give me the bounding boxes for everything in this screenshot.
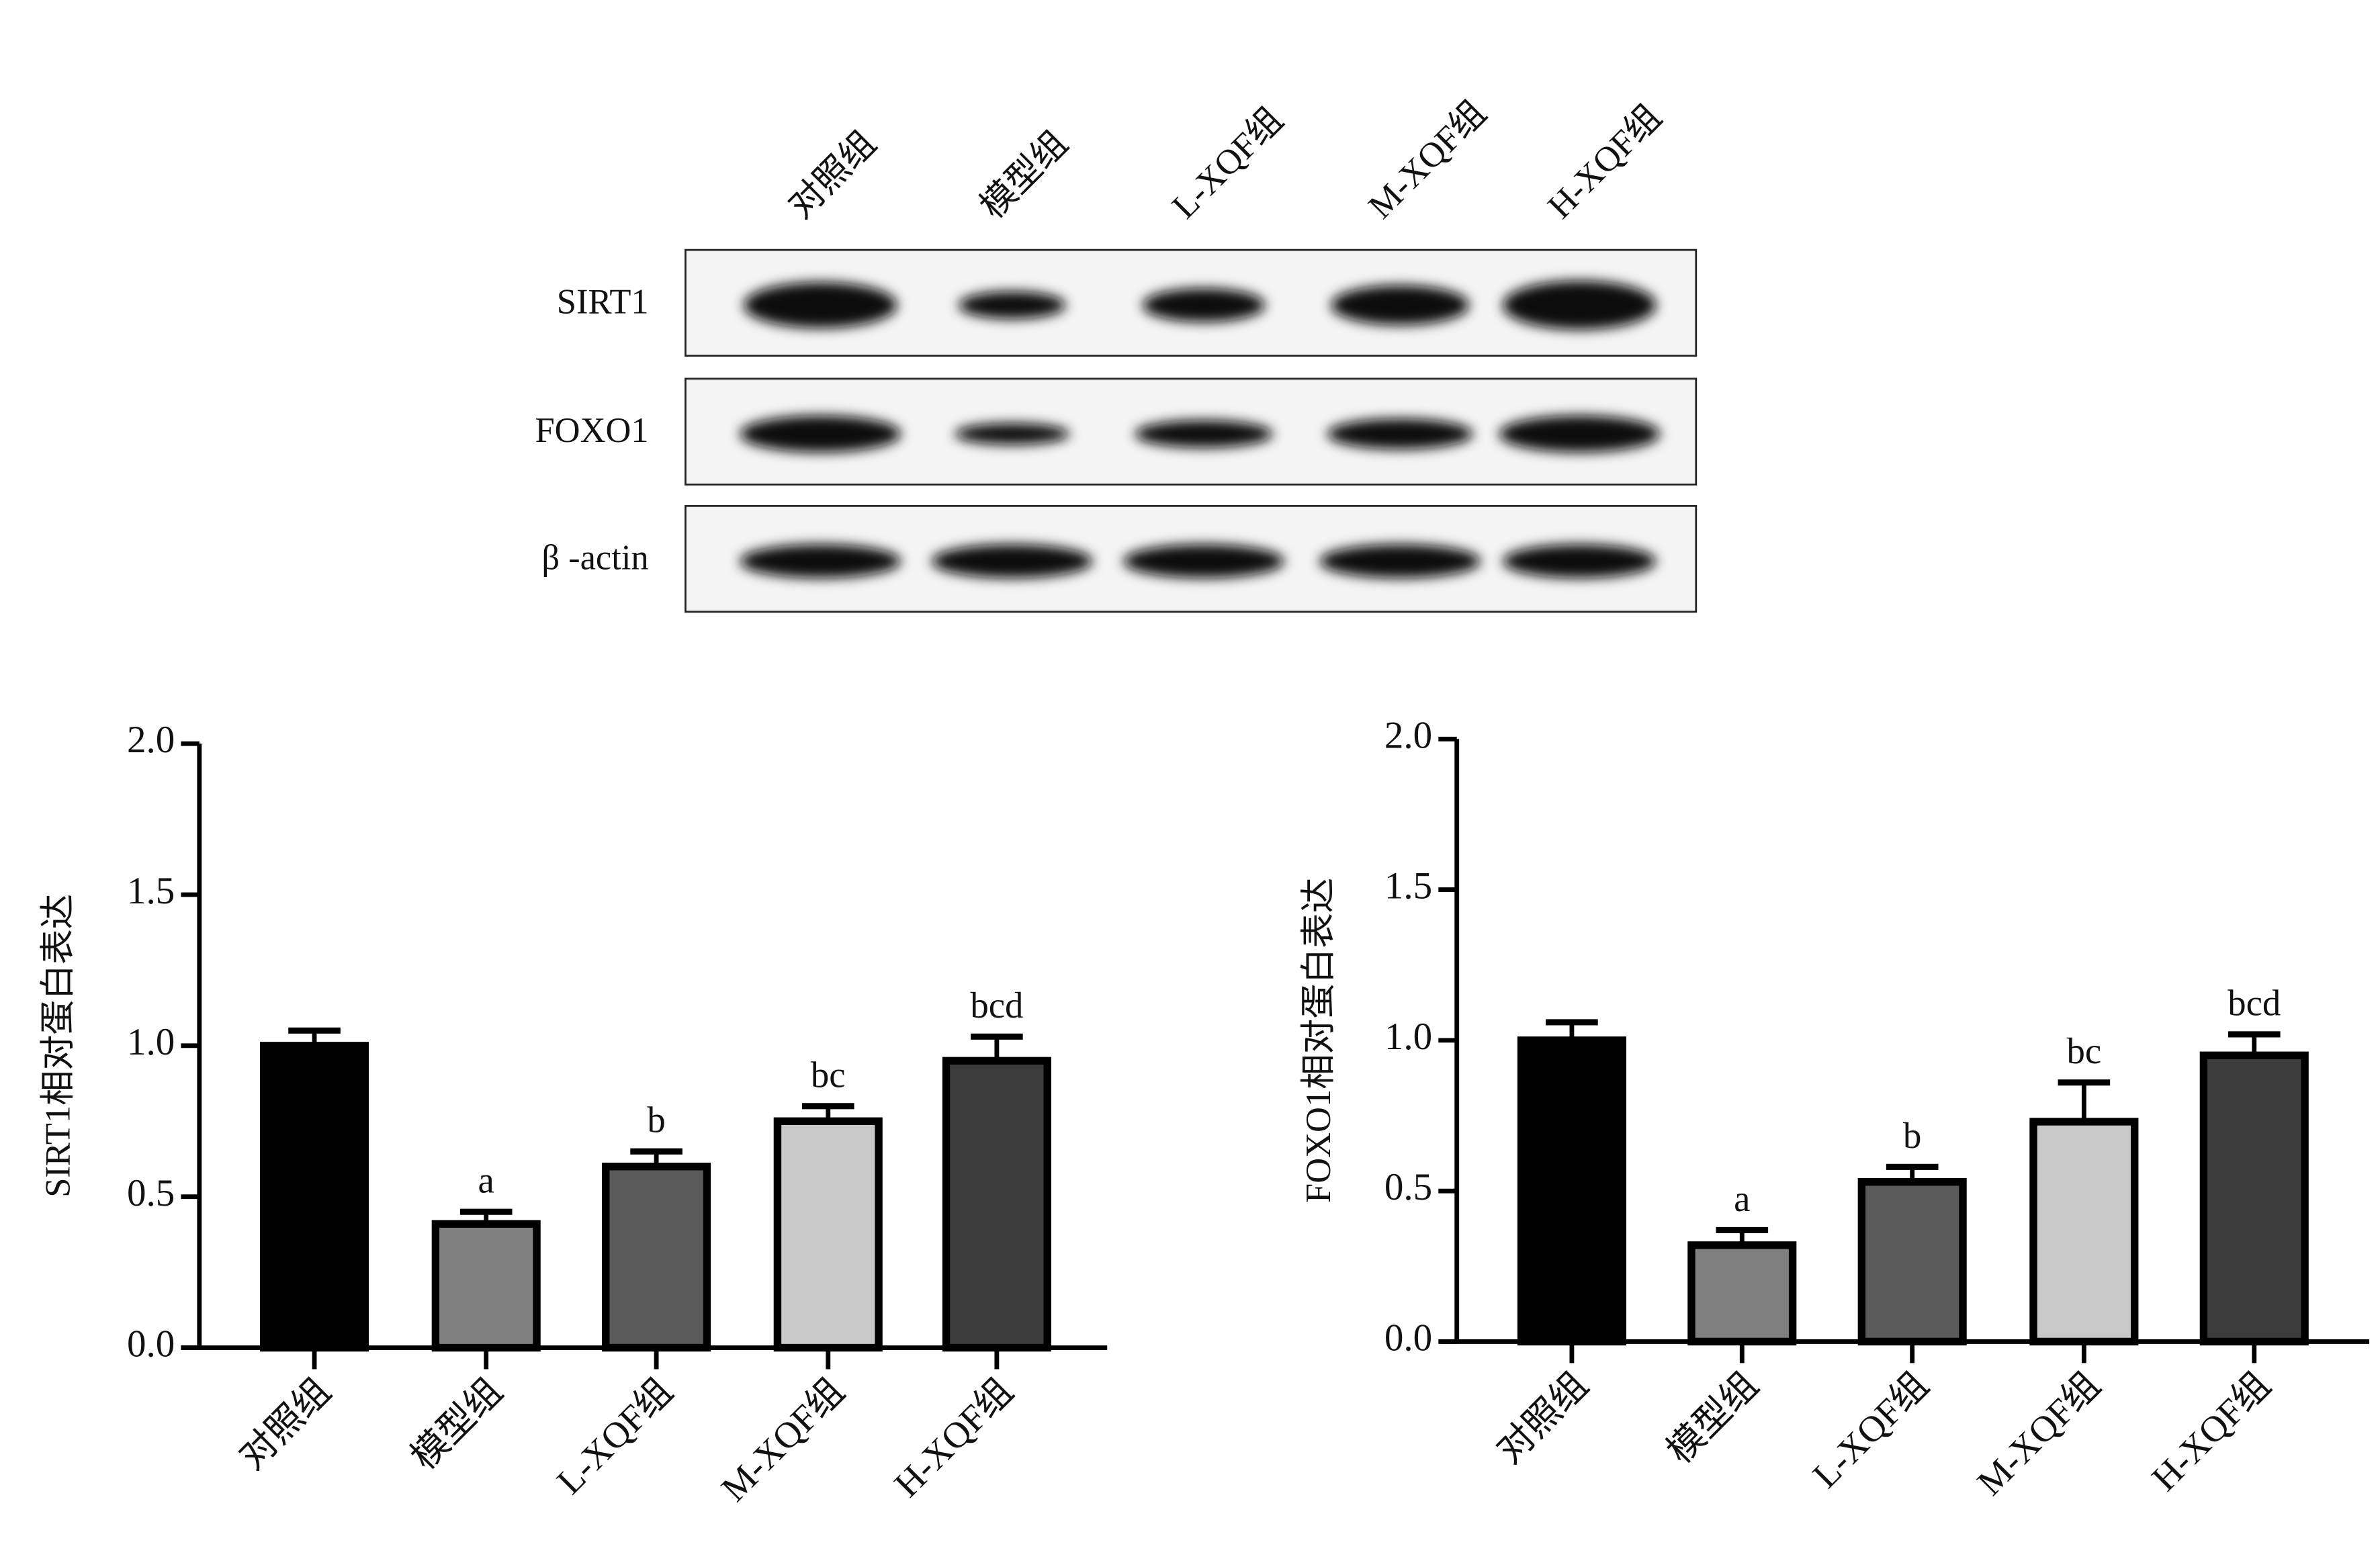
y-tick-label: 1.5 [127,870,175,912]
bar [942,1057,1051,1352]
y-tick-label: 0.0 [1384,1317,1432,1359]
blot-row-label: β -actin [541,539,648,578]
bar [259,1042,369,1352]
blot-band [1135,420,1273,448]
bar [431,1220,541,1352]
y-axis-label: SIRT1相对蛋白表达 [38,894,77,1198]
y-axis-label: FOXO1相对蛋白表达 [1299,878,1338,1203]
annotation: bcd [2228,982,2281,1023]
y-tick-label: 0.5 [127,1172,175,1214]
blot-row-label: FOXO1 [535,411,648,450]
bar [2199,1051,2309,1346]
annotation: b [1903,1115,1921,1156]
blot-band [1331,285,1469,325]
bar [1517,1036,1626,1346]
blot-band [931,544,1093,578]
bar [1687,1241,1797,1346]
blot-band [740,415,901,453]
y-tick-label: 0.0 [127,1323,175,1365]
y-tick-label: 1.0 [1384,1016,1432,1058]
blot-band [744,282,897,328]
y-tick-label: 1.5 [1384,865,1432,907]
annotation: a [478,1160,494,1201]
y-tick-label: 1.0 [127,1021,175,1063]
annotation: bc [2067,1030,2102,1071]
blot-band [955,423,1070,445]
bar [602,1163,711,1352]
y-tick-label: 2.0 [1384,714,1432,756]
blot-row-label: SIRT1 [557,282,649,321]
blot-band [1503,280,1657,330]
blot-band [1319,544,1481,578]
bar [2029,1118,2139,1346]
annotation: b [647,1100,665,1140]
blot-band [1142,288,1266,322]
annotation: bcd [970,985,1023,1026]
blot-band [1503,544,1657,578]
blot-band [740,544,901,578]
annotation: a [1734,1178,1750,1219]
y-tick-label: 0.5 [1384,1166,1432,1208]
y-tick-label: 2.0 [127,719,175,761]
blot-band [1123,544,1284,578]
blot-band [1327,418,1473,449]
annotation: bc [811,1054,846,1095]
bar [1857,1177,1967,1346]
bar [773,1117,883,1352]
blot-band [1499,415,1661,453]
blot-band [958,291,1066,319]
